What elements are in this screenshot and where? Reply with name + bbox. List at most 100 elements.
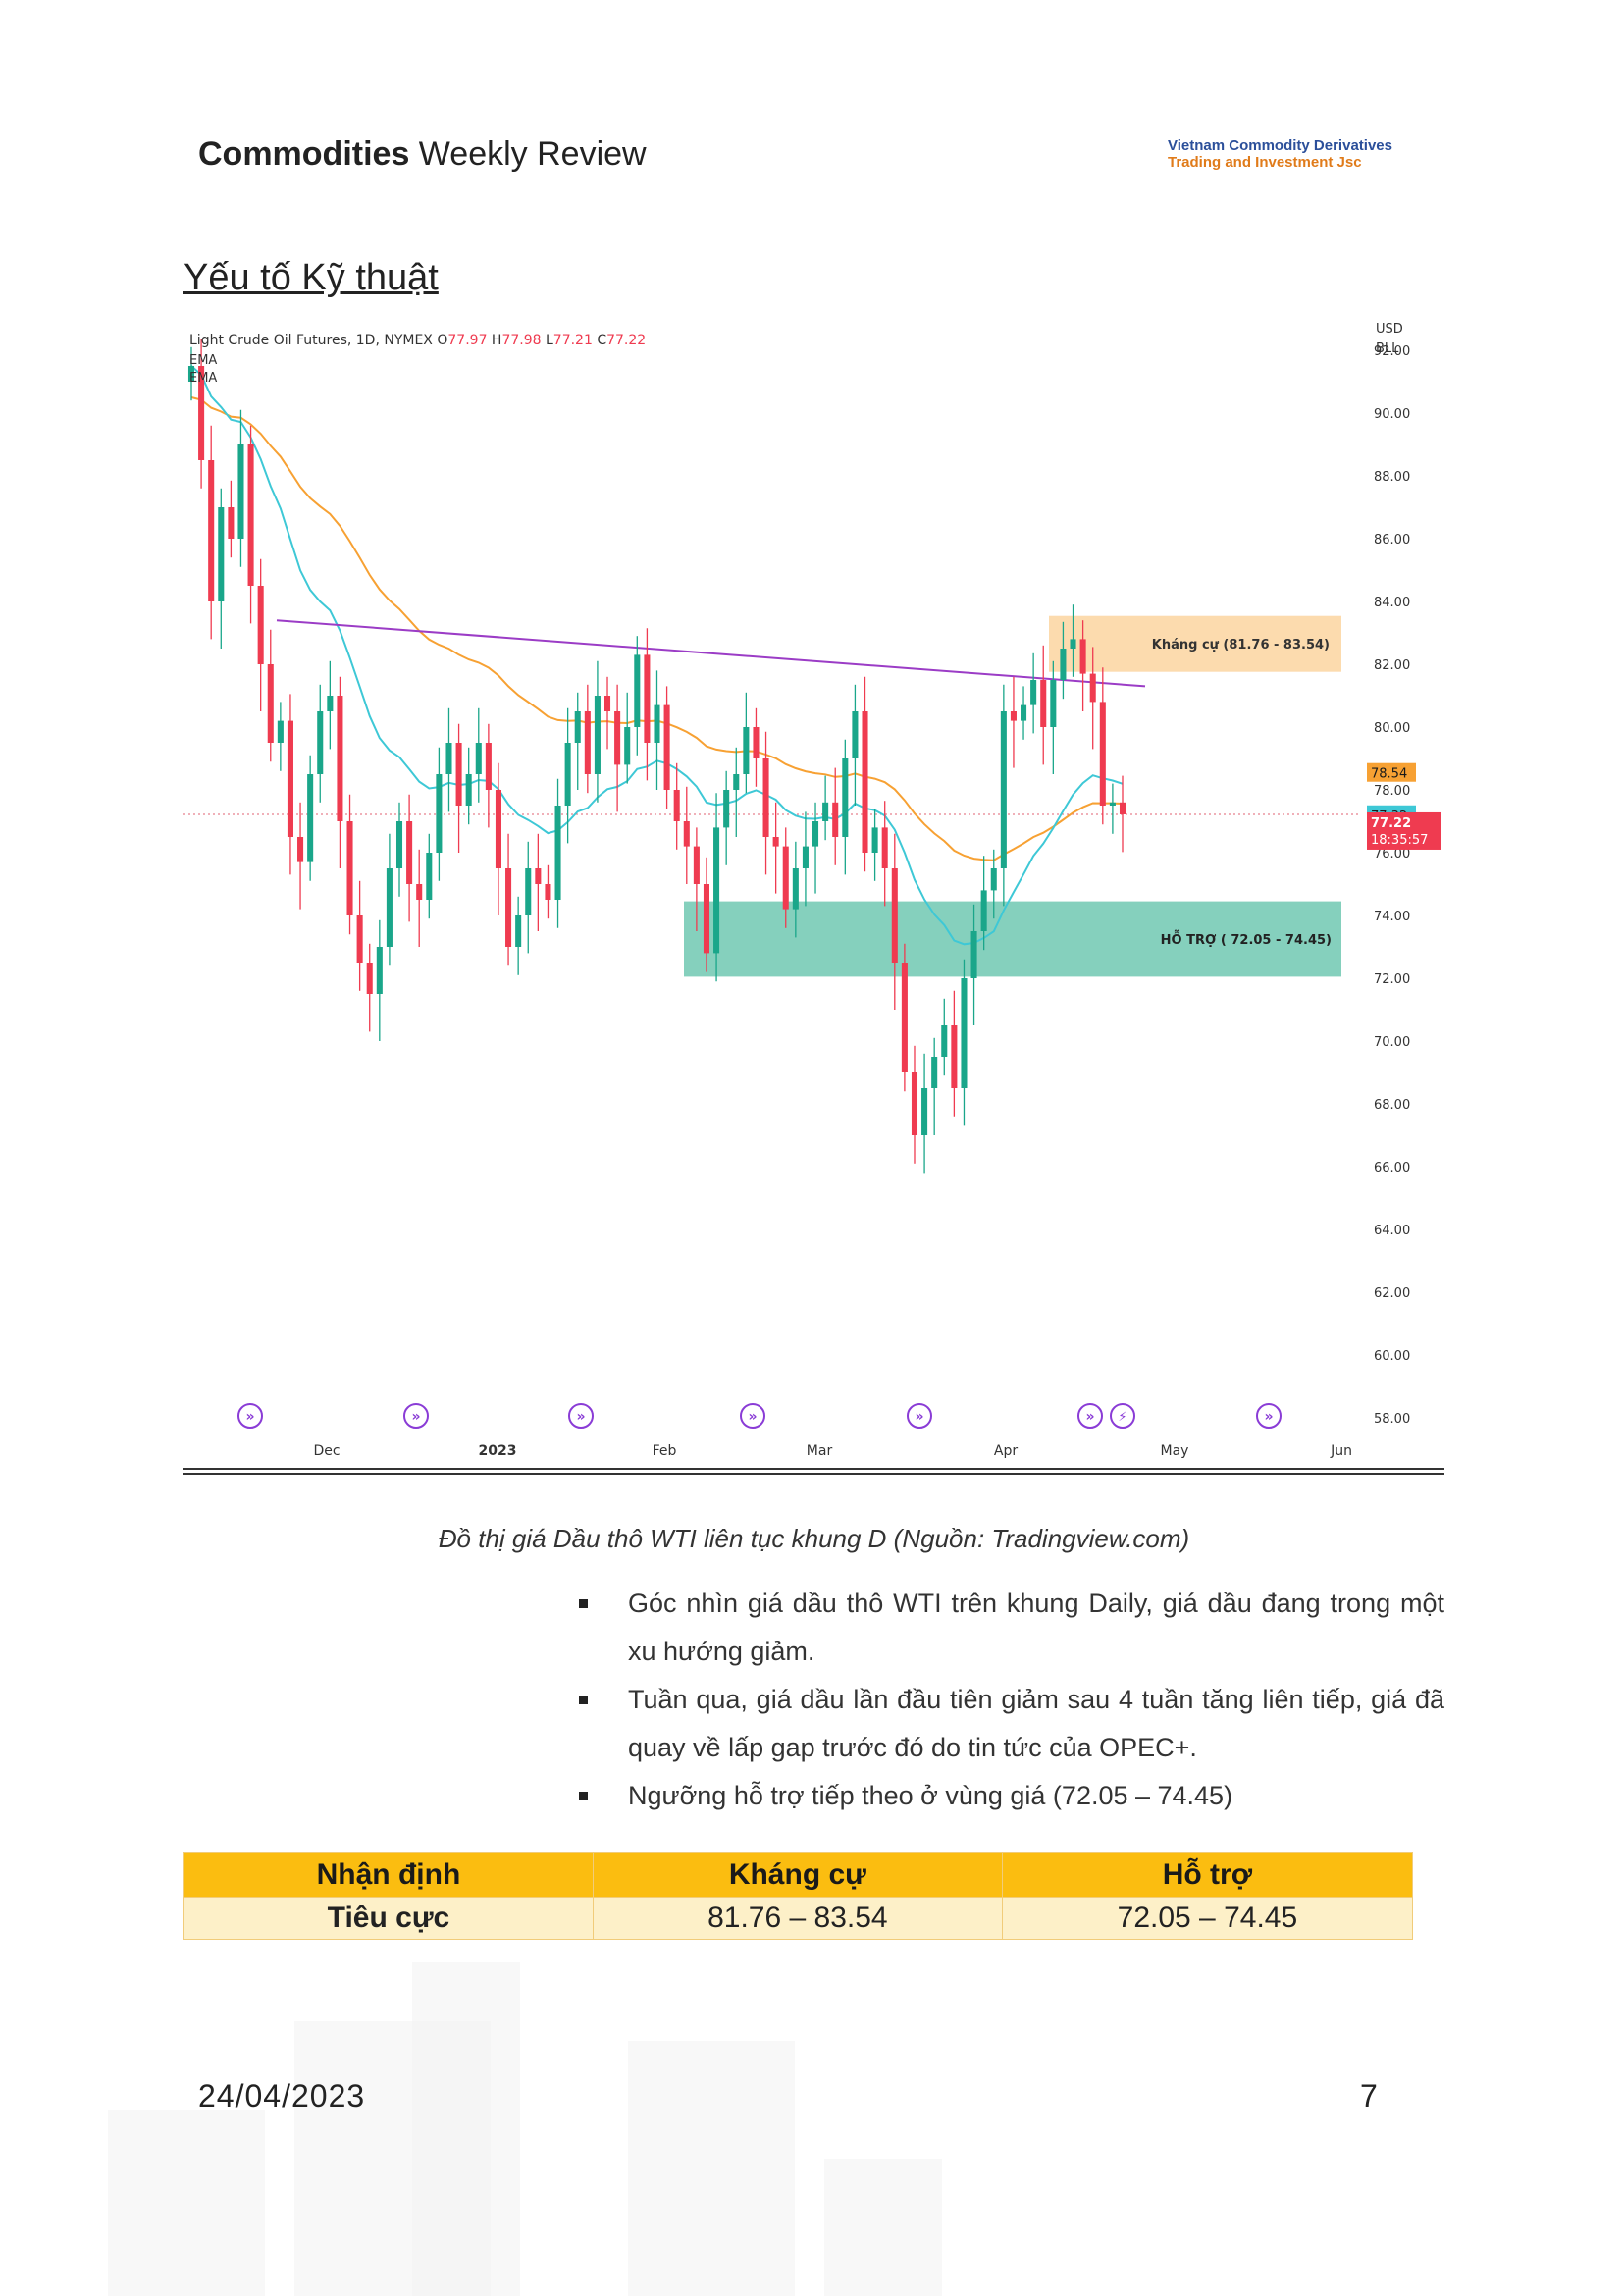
candle-body <box>812 821 819 847</box>
last-price-tag-bg <box>1367 811 1441 850</box>
candle-body <box>713 827 720 954</box>
report-title-rest: Weekly Review <box>409 135 647 173</box>
indicator-label: EMA <box>189 371 217 386</box>
candle-body <box>366 963 373 994</box>
y-tick-label: 68.00 <box>1374 1098 1410 1113</box>
event-marker-icon <box>237 1403 263 1429</box>
candle-body <box>267 664 274 743</box>
candle-body <box>822 802 829 821</box>
table-row: Tiêu cực 81.76 – 83.54 72.05 – 74.45 <box>183 1897 1414 1940</box>
candle-body <box>931 1057 938 1088</box>
candle-body <box>297 837 304 862</box>
candle-body <box>980 890 987 931</box>
table-header-cell: Hỗ trợ <box>1001 1852 1414 1898</box>
y-tick-label: 92.00 <box>1374 344 1410 359</box>
x-tick-label: Jun <box>1330 1443 1352 1459</box>
candle-body <box>1099 702 1106 806</box>
candle-body <box>673 790 680 821</box>
currency-label: USD <box>1376 322 1403 337</box>
candle-body <box>237 444 244 539</box>
flash-marker-glyph: ⚡ <box>1118 1410 1126 1425</box>
bullet-item: Ngưỡng hỗ trợ tiếp theo ở vùng giá (72.0… <box>579 1772 1444 1820</box>
candle-body <box>614 711 621 765</box>
y-tick-label: 70.00 <box>1374 1035 1410 1050</box>
candle-body <box>505 868 512 947</box>
candle-body <box>594 696 601 774</box>
bullet-text: Tuần qua, giá dầu lần đầu tiên giảm sau … <box>628 1685 1444 1762</box>
summary-table: Nhận định Kháng cự Hỗ trợ Tiêu cực 81.76… <box>183 1852 1414 1940</box>
candle-body <box>545 884 551 900</box>
candle-body <box>703 884 710 954</box>
candle-body <box>990 868 997 891</box>
candle-body <box>346 821 353 915</box>
chart-svg: Kháng cự (81.76 - 83.54) HỖ TRỢ ( 72.05 -… <box>183 322 1444 1475</box>
candle-body <box>802 846 809 868</box>
candle-body <box>743 727 750 774</box>
footer-date: 24/04/2023 <box>198 2078 366 2113</box>
y-tick-label: 86.00 <box>1374 533 1410 548</box>
candle-body <box>228 507 235 539</box>
candle-body <box>762 758 769 837</box>
event-marker-glyph: » <box>245 1409 254 1425</box>
event-marker-icon <box>568 1403 594 1429</box>
x-tick-label: Mar <box>807 1443 833 1459</box>
event-marker-glyph: » <box>1264 1409 1273 1425</box>
candle-body <box>416 884 423 900</box>
candle-body <box>970 931 977 978</box>
page-number: 7 <box>1360 2078 1378 2113</box>
ema-slow-line <box>190 396 1124 861</box>
y-tick-label: 64.00 <box>1374 1224 1410 1238</box>
x-tick-label: 2023 <box>479 1443 517 1459</box>
bullet-list: Góc nhìn giá dầu thô WTI trên khung Dail… <box>579 1580 1444 1820</box>
y-tick-label: 58.00 <box>1374 1412 1410 1427</box>
y-tick-label: 66.00 <box>1374 1161 1410 1175</box>
event-marker-icon <box>1077 1403 1103 1429</box>
candle-body <box>218 507 225 601</box>
table-cell-resistance: 81.76 – 83.54 <box>592 1897 1003 1940</box>
candle-body <box>862 711 868 853</box>
bullet-item: Tuần qua, giá dầu lần đầu tiên giảm sau … <box>579 1676 1444 1772</box>
candle-body <box>1109 802 1116 806</box>
candle-body <box>386 868 393 947</box>
ema-slow-price-tag: 78.54 <box>1371 767 1407 782</box>
candle-body <box>871 827 878 853</box>
candle-body <box>525 868 532 915</box>
chart-caption: Đồ thị giá Dầu thô WTI liên tục khung D … <box>438 1524 1190 1553</box>
x-tick-label: Apr <box>994 1443 1018 1459</box>
report-title: Commodities Weekly Review <box>198 135 647 174</box>
resistance-zone <box>1049 615 1341 672</box>
candle-body <box>1000 711 1007 868</box>
unit-label: BLL <box>1376 341 1399 356</box>
watermark-shape <box>108 2110 265 2296</box>
y-tick-label: 88.00 <box>1374 470 1410 485</box>
chart-title: Light Crude Oil Futures, 1D, NYMEX O77.9… <box>189 333 646 348</box>
candle-body <box>723 790 730 828</box>
candle-body <box>634 654 641 727</box>
candle-body <box>495 790 501 868</box>
ema-fast-line <box>190 365 1124 946</box>
price-chart: Kháng cự (81.76 - 83.54) HỖ TRỢ ( 72.05 -… <box>183 319 1444 1477</box>
y-tick-label: 82.00 <box>1374 658 1410 673</box>
candle-body <box>475 743 482 774</box>
bullet-text: Góc nhìn giá dầu thô WTI trên khung Dail… <box>628 1589 1444 1666</box>
watermark-shape <box>628 2041 795 2296</box>
event-marker-glyph: » <box>1085 1409 1094 1425</box>
candle-body <box>187 366 195 382</box>
table-header-cell: Nhận định <box>183 1852 594 1898</box>
candle-body <box>832 802 839 837</box>
candle-body <box>753 727 760 758</box>
candle-body <box>445 743 452 774</box>
y-tick-label: 78.00 <box>1374 784 1410 799</box>
candle-body <box>208 460 215 601</box>
event-marker-icon <box>1256 1403 1282 1429</box>
candle-body <box>663 704 670 790</box>
y-tick-label: 62.00 <box>1374 1286 1410 1301</box>
candle-body <box>842 758 849 837</box>
candle-body <box>564 743 571 806</box>
event-marker-glyph: » <box>915 1409 923 1425</box>
candle-body <box>941 1025 948 1057</box>
candle-body <box>356 915 363 963</box>
event-marker-icon <box>740 1403 765 1429</box>
candle-body <box>395 821 403 868</box>
last-price-tag: 77.22 <box>1371 816 1411 831</box>
